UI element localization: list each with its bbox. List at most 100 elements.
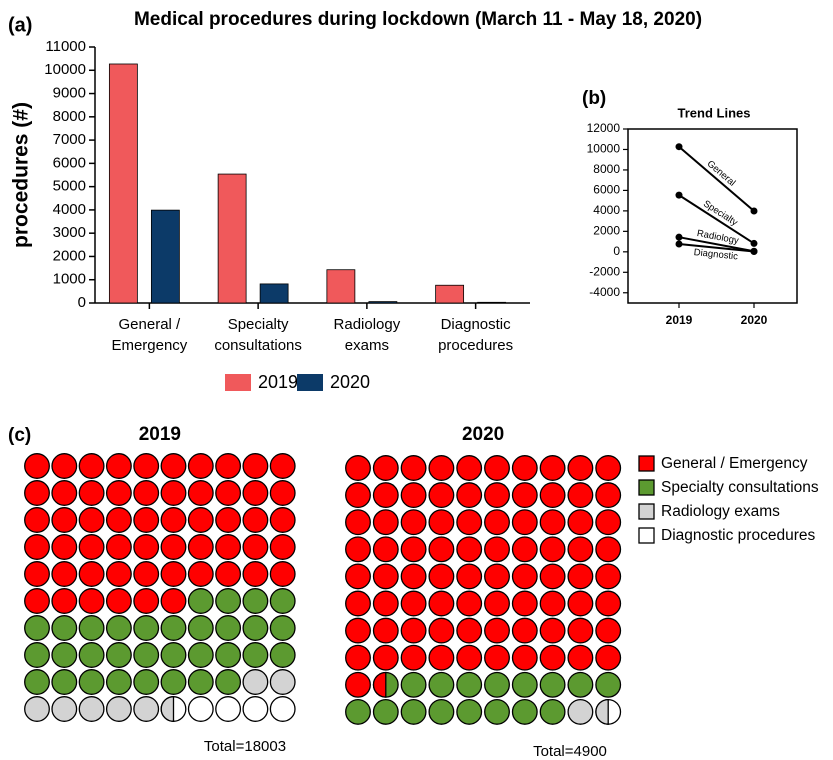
waffle-cell (539, 617, 566, 644)
waffle-cell (539, 455, 566, 481)
waffle-cell (160, 561, 187, 587)
panel-label: (a) (8, 14, 32, 36)
waffle-cell (511, 536, 538, 563)
y-tick-label: -2000 (589, 264, 620, 278)
waffle-cell (51, 507, 78, 533)
y-tick-label: 0 (613, 244, 620, 258)
waffle-cell (78, 534, 105, 560)
waffle-cell (215, 480, 242, 506)
y-tick-label: 10000 (44, 61, 86, 78)
waffle-cell (511, 563, 538, 590)
waffle-cell (242, 588, 269, 614)
waffle-cell-part (595, 698, 609, 725)
y-tick-label: 6000 (53, 154, 86, 171)
waffle-cell (400, 590, 427, 617)
legend-swatch (638, 503, 655, 520)
waffle-cell (51, 588, 78, 614)
y-tick-label: 12000 (587, 121, 621, 135)
waffle-cell (372, 617, 399, 644)
trend-point (750, 239, 758, 247)
waffle-cell (372, 536, 399, 563)
waffle-cell (269, 615, 296, 641)
trend-point (675, 143, 683, 151)
waffle-cell (24, 534, 50, 560)
waffle-cell (400, 563, 427, 590)
y-tick-label: 2000 (593, 224, 620, 238)
waffle-cell (160, 507, 187, 533)
chart-title: Medical procedures during lockdown (Marc… (134, 9, 702, 30)
waffle-cell-part (372, 671, 387, 698)
waffle-cell (595, 563, 622, 590)
line-label: Diagnostic (693, 247, 738, 262)
waffle-cell (133, 534, 160, 560)
waffle-cell (567, 590, 594, 617)
waffle-cell (595, 671, 622, 698)
waffle-cell (242, 480, 269, 506)
waffle-cell (456, 590, 483, 617)
waffle-cell (372, 455, 399, 481)
waffle-cell (215, 696, 242, 722)
waffle-cell (78, 480, 105, 506)
trend-line (678, 236, 755, 253)
waffle-cell (105, 453, 132, 479)
waffle-title: 2019 (139, 424, 181, 445)
waffle-cell (24, 480, 50, 506)
waffle-cell (105, 642, 132, 668)
bar (326, 269, 356, 304)
waffle-cell (78, 642, 105, 668)
waffle-cell (24, 561, 50, 587)
waffle-cell (78, 696, 105, 722)
bar (217, 173, 247, 304)
waffle-cell (456, 671, 483, 698)
waffle-cell (400, 671, 427, 698)
waffle-cell (345, 698, 371, 725)
y-tick-label: -4000 (589, 285, 620, 299)
bar (477, 301, 507, 304)
waffle-cell (484, 698, 510, 725)
waffle-cell (133, 615, 160, 641)
waffle-cell (24, 669, 50, 695)
waffle-cell (242, 696, 269, 722)
waffle-cell (187, 480, 214, 506)
waffle-cell (595, 455, 622, 481)
waffle-cell (456, 455, 483, 481)
waffle-cell (372, 563, 399, 590)
waffle-cell (484, 590, 510, 617)
waffle-cell (428, 644, 455, 671)
waffle-cell (428, 698, 455, 725)
waffle-cell (160, 588, 187, 614)
waffle-cell (345, 482, 371, 509)
trend-point (675, 191, 683, 199)
waffle-cell (539, 644, 566, 671)
waffle-cell (400, 455, 427, 481)
waffle-total: Total=18003 (204, 738, 286, 755)
trend-line (678, 243, 755, 253)
y-tick-label: 0 (78, 294, 86, 311)
legend-swatch (638, 527, 655, 544)
y-tick-label: 8000 (53, 108, 86, 125)
waffle-cell (187, 453, 214, 479)
waffle-cell (511, 509, 538, 536)
x-tick-label: Specialty consultations (214, 316, 302, 354)
waffle-cell (372, 698, 399, 725)
waffle-cell (105, 480, 132, 506)
waffle-cell (539, 536, 566, 563)
x-tick-label: 2019 (666, 313, 693, 327)
waffle-cell (595, 590, 622, 617)
legend-swatch (225, 374, 251, 391)
waffle-cell (105, 696, 132, 722)
y-tick-label: 6000 (593, 183, 620, 197)
waffle-cell (400, 644, 427, 671)
legend-swatch (297, 374, 323, 391)
chart-title: Trend Lines (678, 105, 751, 120)
waffle-cell (215, 507, 242, 533)
y-tick-label: 10000 (587, 142, 621, 156)
legend-swatch (638, 455, 655, 472)
waffle-cell (133, 642, 160, 668)
waffle-cell (567, 563, 594, 590)
legend-label: 2019 (258, 372, 298, 392)
waffle-cell (78, 453, 105, 479)
waffle-cell (51, 561, 78, 587)
waffle-cell (595, 536, 622, 563)
y-tick-label: 4000 (53, 201, 86, 218)
